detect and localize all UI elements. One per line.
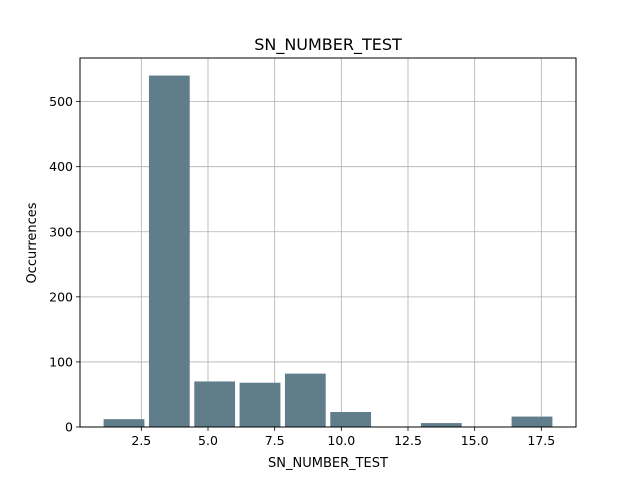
x-tick-label: 2.5 bbox=[131, 433, 151, 448]
y-tick-label: 0 bbox=[65, 420, 73, 435]
y-tick-label: 300 bbox=[49, 224, 73, 239]
bars bbox=[103, 75, 553, 428]
histogram-bar bbox=[194, 381, 236, 427]
y-tick-label: 200 bbox=[49, 289, 73, 304]
x-axis-label: SN_NUMBER_TEST bbox=[268, 456, 388, 471]
x-tick-label: 10.0 bbox=[327, 433, 355, 448]
histogram-bar bbox=[511, 416, 553, 427]
y-axis-label: Occurrences bbox=[25, 202, 40, 283]
histogram-bar bbox=[420, 423, 462, 427]
y-tick-label: 400 bbox=[49, 159, 73, 174]
histogram-bar bbox=[148, 75, 190, 428]
histogram-bar bbox=[239, 382, 281, 427]
y-tick-label: 500 bbox=[49, 94, 73, 109]
y-axis-ticks: 0 100 200 300 400 500 bbox=[49, 94, 80, 435]
chart-title: SN_NUMBER_TEST bbox=[254, 35, 402, 55]
plot-area-frame bbox=[79, 57, 577, 428]
x-tick-label: 12.5 bbox=[394, 433, 422, 448]
x-tick-label: 5.0 bbox=[198, 433, 218, 448]
histogram-bar bbox=[284, 373, 326, 427]
x-tick-label: 17.5 bbox=[527, 433, 555, 448]
x-tick-label: 7.5 bbox=[265, 433, 285, 448]
x-tick-label: 15.0 bbox=[461, 433, 489, 448]
y-tick-label: 100 bbox=[49, 354, 73, 369]
histogram-bar bbox=[103, 419, 145, 427]
x-axis-ticks: 2.5 5.0 7.5 10.0 12.5 15.0 17.5 bbox=[131, 427, 555, 448]
histogram-bar bbox=[330, 412, 372, 427]
